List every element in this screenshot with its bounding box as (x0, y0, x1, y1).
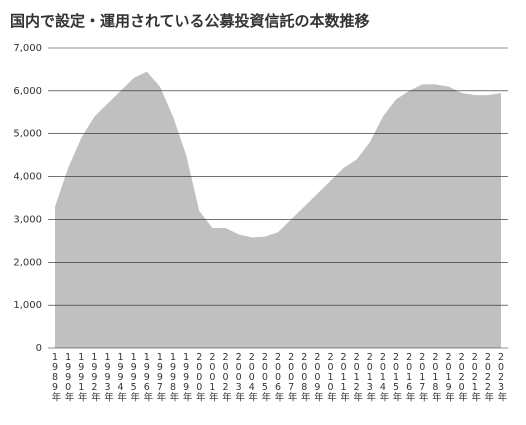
x-tick-label: 1991年 (76, 352, 88, 402)
x-tick-label: 2004年 (246, 352, 258, 402)
x-tick-label: 1993年 (102, 352, 114, 402)
x-tick-label: 1995年 (128, 352, 140, 402)
x-tick-label: 2017年 (417, 352, 429, 402)
x-tick-label: 2023年 (496, 352, 508, 402)
x-tick-label: 1996年 (141, 352, 153, 402)
x-tick-label: 2006年 (273, 352, 285, 402)
x-tick-label: 2013年 (364, 352, 376, 402)
x-tick-label: 2009年 (312, 352, 324, 402)
x-tick-label: 1992年 (89, 352, 101, 402)
x-tick-label: 1989年 (50, 352, 62, 402)
x-tick-label: 2012年 (351, 352, 363, 402)
x-tick-label: 2010年 (325, 352, 337, 402)
y-tick-label: 2,000 (13, 257, 42, 268)
x-tick-label: 2015年 (391, 352, 403, 402)
x-tick-label: 2000年 (194, 352, 206, 402)
x-tick-label: 1994年 (115, 352, 127, 402)
x-tick-label: 2008年 (299, 352, 311, 402)
chart-title: 国内で設定・運用されている公募投資信託の本数推移 (10, 12, 370, 30)
y-tick-label: 4,000 (13, 172, 42, 183)
y-tick-label: 0 (36, 343, 42, 354)
x-tick-label: 1999年 (181, 352, 193, 402)
x-tick-label: 1997年 (154, 352, 166, 402)
x-tick-label: 2018年 (430, 352, 442, 402)
x-tick-label: 2021年 (469, 352, 481, 402)
x-tick-label: 2002年 (220, 352, 232, 402)
x-tick-label: 2016年 (404, 352, 416, 402)
x-tick-label: 1998年 (168, 352, 180, 402)
y-tick-label: 7,000 (13, 43, 42, 54)
x-tick-label: 2005年 (259, 352, 271, 402)
y-tick-label: 1,000 (13, 300, 42, 311)
x-tick-label: 2019年 (443, 352, 455, 402)
x-tick-label: 2001年 (207, 352, 219, 402)
x-tick-label: 2007年 (286, 352, 298, 402)
x-tick-label: 2014年 (377, 352, 389, 402)
area (55, 71, 501, 349)
y-tick-label: 5,000 (13, 129, 42, 140)
y-tick-label: 3,000 (13, 214, 42, 225)
x-tick-label: 2011年 (338, 352, 350, 402)
x-tick-label: 1990年 (63, 352, 75, 402)
x-tick-label: 2020年 (456, 352, 468, 402)
x-tick-label: 2003年 (233, 352, 245, 402)
x-tick-label: 2022年 (482, 352, 494, 402)
y-tick-label: 6,000 (13, 86, 42, 97)
